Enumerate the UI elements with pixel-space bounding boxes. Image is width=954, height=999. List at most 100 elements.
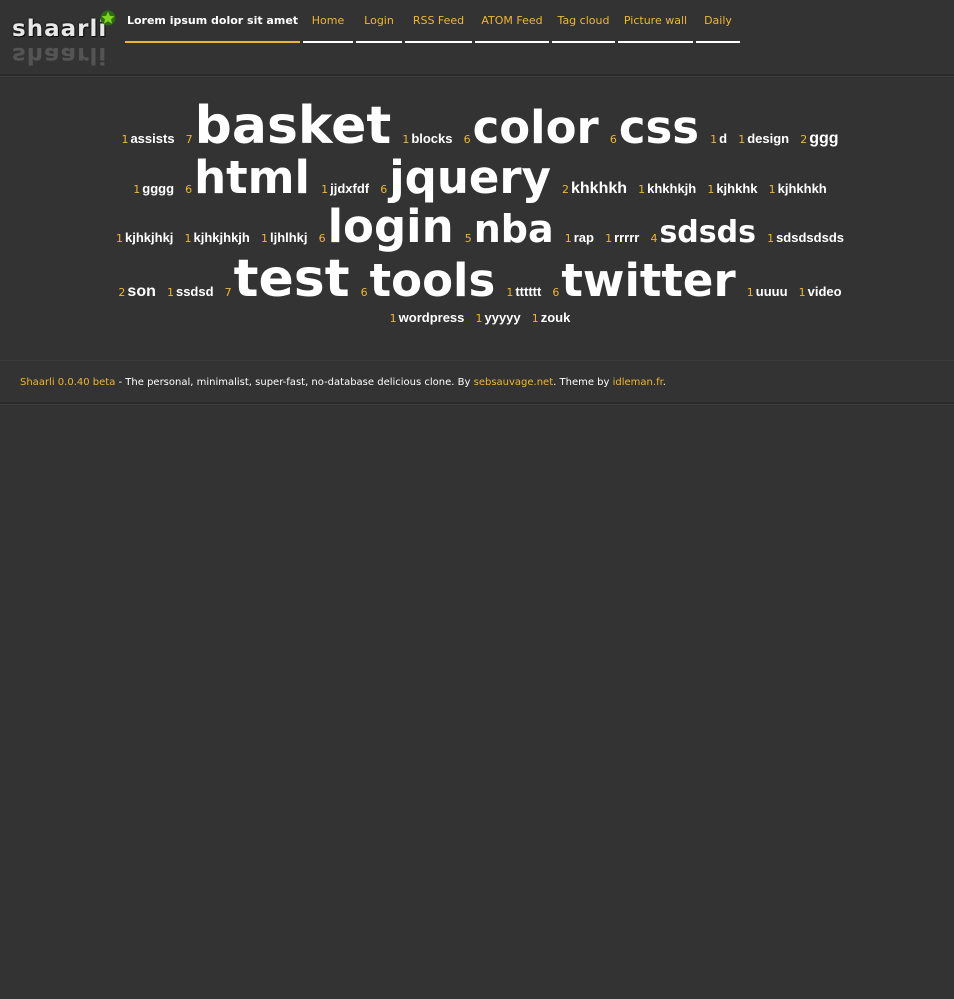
tag-item: 1 ljhlhkj — [261, 228, 308, 245]
tag-link[interactable]: khkhkjh — [647, 181, 697, 197]
tag-link[interactable]: tools — [369, 254, 496, 308]
shaarli-logo[interactable]: shaarli shaarli — [10, 10, 116, 68]
tag-link[interactable]: twitter — [561, 254, 736, 308]
tag-item: 4sdsds — [650, 214, 756, 250]
tag-link[interactable]: assists — [130, 131, 175, 146]
tag-item: 6html — [185, 151, 310, 205]
tag-count: 1 — [707, 183, 715, 197]
header: shaarli shaarli Lorem ipsum dolor sit am… — [0, 0, 954, 76]
nav-rss-feed[interactable]: RSS Feed — [405, 0, 472, 43]
tag-count: 7 — [185, 133, 193, 146]
tag-link[interactable]: color — [472, 101, 599, 154]
tag-link[interactable]: yyyyy — [484, 309, 521, 325]
idleman-link[interactable]: idleman.fr — [612, 377, 663, 388]
tag-item: 1 ssdsd — [167, 282, 214, 299]
tag-link[interactable]: design — [747, 131, 790, 146]
tag-link[interactable]: html — [194, 151, 310, 205]
tag-link[interactable]: rap — [573, 229, 594, 245]
tag-count: 1 — [710, 133, 718, 146]
tag-link[interactable]: test — [233, 249, 350, 310]
tag-link[interactable]: zouk — [540, 309, 571, 325]
tag-item: 6css — [609, 101, 700, 154]
tag-count: 1 — [133, 183, 141, 197]
tag-link[interactable]: kjhkhkh — [777, 181, 827, 197]
tag-item: 1 rap — [565, 228, 594, 245]
site-title[interactable]: Lorem ipsum dolor sit amet — [125, 0, 300, 43]
tag-item: 7test — [225, 251, 350, 307]
tag-count: 2 — [800, 133, 808, 146]
tag-count: 1 — [402, 133, 410, 146]
tag-count: 1 — [116, 231, 123, 245]
tag-link[interactable]: blocks — [411, 131, 453, 146]
nav-daily[interactable]: Daily — [696, 0, 740, 43]
tag-count: 6 — [609, 133, 617, 146]
tag-link[interactable]: video — [807, 284, 842, 300]
sebsauvage-link[interactable]: sebsauvage.net — [473, 377, 554, 388]
tag-item: 1 yyyyy — [475, 308, 520, 325]
tag-link[interactable]: tttttt — [515, 284, 542, 300]
tag-link[interactable]: login — [327, 199, 454, 253]
tag-item: 1 assists — [121, 129, 174, 146]
tag-count: 1 — [531, 311, 539, 325]
tag-count: 2 — [118, 286, 126, 300]
tag-link[interactable]: sdsdsdsds — [776, 229, 844, 245]
nav-home[interactable]: Home — [303, 0, 353, 43]
tag-link[interactable]: son — [127, 283, 156, 301]
tag-count: 4 — [650, 231, 658, 245]
footer-text: - The personal, minimalist, super-fast, … — [115, 377, 474, 388]
tag-count: 6 — [318, 231, 326, 245]
tag-link[interactable]: jjdxfdf — [330, 181, 370, 197]
tag-count: 6 — [552, 286, 560, 300]
nav-login[interactable]: Login — [356, 0, 402, 43]
tag-item: 6color — [464, 101, 599, 154]
tag-count: 5 — [464, 231, 472, 245]
tag-item: 1 rrrrr — [605, 228, 639, 245]
tag-count: 1 — [798, 286, 806, 300]
tag-link[interactable]: khkhkh — [571, 180, 628, 198]
tag-link[interactable]: css — [618, 101, 700, 154]
tag-count: 7 — [224, 286, 232, 300]
tag-link[interactable]: gggg — [142, 181, 175, 197]
tag-link[interactable]: nba — [473, 206, 554, 251]
tag-item: 1 zouk — [532, 308, 571, 325]
nav-atom-feed[interactable]: ATOM Feed — [475, 0, 549, 43]
tag-link[interactable]: kjhkjhkjh — [193, 229, 250, 245]
tag-link[interactable]: sdsds — [659, 214, 756, 250]
tag-count: 1 — [475, 311, 483, 325]
tag-item: 2 ggg — [800, 129, 838, 147]
tag-item: 6jquery — [380, 151, 551, 205]
star-icon — [100, 10, 116, 26]
tag-item: 6login — [318, 199, 454, 253]
tag-count: 1 — [638, 183, 646, 197]
nav-picture-wall[interactable]: Picture wall — [618, 0, 693, 43]
tag-link[interactable]: ssdsd — [175, 284, 214, 300]
tag-link[interactable]: basket — [194, 96, 392, 156]
tag-item: 1 kjhkhk — [707, 179, 757, 196]
tag-item: 1 video — [799, 282, 842, 299]
tag-link[interactable]: rrrrr — [614, 229, 640, 245]
tag-count: 1 — [767, 231, 775, 245]
tag-count: 1 — [184, 231, 192, 245]
tag-item: 1 gggg — [133, 179, 174, 196]
tag-link[interactable]: uuuu — [755, 284, 788, 300]
main-nav: Lorem ipsum dolor sit amet Home Login RS… — [125, 0, 743, 45]
tag-link[interactable]: wordpress — [398, 309, 465, 325]
tag-count: 1 — [564, 231, 572, 245]
tag-count: 1 — [768, 183, 776, 197]
tag-item: 2 khkhkh — [562, 179, 627, 197]
tag-link[interactable]: jquery — [389, 151, 551, 205]
tag-link[interactable]: ggg — [809, 130, 839, 147]
tag-count: 1 — [121, 133, 129, 146]
tag-link[interactable]: ljhlhkj — [269, 229, 308, 245]
tag-count: 1 — [506, 286, 514, 300]
shaarli-version-link[interactable]: Shaarli 0.0.40 beta — [20, 377, 116, 388]
tag-link[interactable]: kjhkhk — [716, 181, 758, 197]
tag-item: 1 tttttt — [506, 282, 541, 299]
tag-link[interactable]: kjhkjhkj — [125, 229, 174, 245]
nav-tag-cloud[interactable]: Tag cloud — [552, 0, 615, 43]
tag-item: 6tools — [361, 257, 496, 306]
tag-link[interactable]: d — [719, 131, 728, 146]
tag-count: 6 — [380, 183, 388, 197]
logo-text: shaarli — [12, 16, 108, 42]
